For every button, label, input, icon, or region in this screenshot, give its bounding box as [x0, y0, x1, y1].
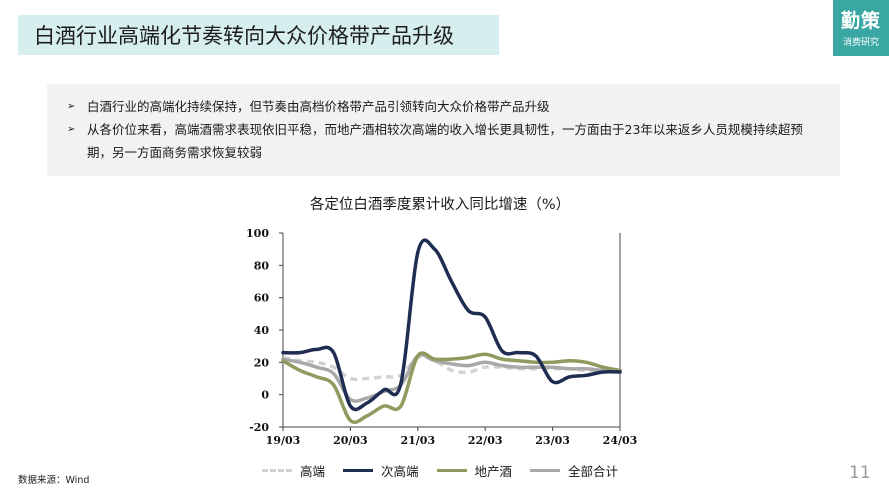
brand-logo: 勤策 消费研究	[833, 0, 889, 56]
arrow-bullet-icon: ➢	[67, 124, 76, 135]
series-line-total	[281, 352, 622, 403]
chart-legend: 高端 次高端 地产酒 全部合计	[262, 460, 636, 480]
y-tick-label: -20	[249, 421, 269, 434]
summary-bullet: ➢ 白酒行业的高端化持续保持，但节奏由高档价格带产品引领转向大众价格带产品升级	[67, 95, 820, 118]
arrow-bullet-icon: ➢	[67, 101, 76, 112]
legend-label: 高端	[300, 463, 326, 479]
page-number: 11	[849, 463, 871, 483]
brand-logo-name: 勤策	[840, 10, 881, 32]
legend-label: 全部合计	[568, 463, 619, 479]
legend-label: 次高端	[381, 463, 419, 479]
series-line-local	[281, 351, 622, 425]
page-title-text: 白酒行业高端化节奏转向大众价格带产品升级	[34, 24, 454, 48]
x-tick-label: 24/03	[603, 434, 638, 447]
page-title: 白酒行业高端化节奏转向大众价格带产品升级	[18, 15, 499, 55]
legend-item: 次高端	[343, 461, 419, 480]
y-tick-label: 60	[254, 292, 270, 305]
series-line-high-end	[282, 354, 620, 382]
legend-swatch-high-end	[262, 468, 292, 472]
y-tick-label: 20	[254, 356, 270, 369]
x-tick-label: 23/03	[535, 434, 570, 447]
x-tick-label: 20/03	[333, 434, 368, 447]
x-tick-label: 21/03	[400, 434, 435, 447]
series-line-sub-high-end	[281, 238, 622, 412]
summary-bullet-text: 从各价位来看，高端酒需求表现依旧平稳，而地产酒相较次高端的收入增长更具韧性，一方…	[87, 122, 803, 160]
x-tick-label: 19/03	[266, 434, 301, 447]
legend-item: 全部合计	[530, 461, 618, 480]
summary-box: ➢ 白酒行业的高端化持续保持，但节奏由高档价格带产品引领转向大众价格带产品升级 …	[47, 84, 840, 176]
summary-bullet-text: 白酒行业的高端化持续保持，但节奏由高档价格带产品引领转向大众价格带产品升级	[87, 99, 550, 114]
legend-swatch-total	[530, 468, 561, 472]
legend-item: 地产酒	[436, 461, 513, 480]
chart-title: 各定位白酒季度累计收入同比增速（%）	[309, 197, 571, 213]
y-tick-label: 80	[254, 259, 270, 272]
brand-logo-subtitle: 消费研究	[842, 38, 879, 48]
legend-item: 高端	[262, 461, 325, 480]
x-tick-label: 22/03	[468, 434, 503, 447]
legend-swatch-sub-high-end	[343, 468, 374, 472]
legend-swatch-local	[436, 468, 467, 472]
legend-label: 地产酒	[474, 463, 513, 479]
y-tick-label: 100	[246, 227, 269, 240]
data-source: 数据来源：Wind	[18, 475, 90, 486]
y-tick-label: 0	[261, 389, 269, 402]
y-tick-label: 40	[254, 324, 270, 337]
summary-bullet: ➢ 从各价位来看，高端酒需求表现依旧平稳，而地产酒相较次高端的收入增长更具韧性，…	[67, 118, 820, 164]
